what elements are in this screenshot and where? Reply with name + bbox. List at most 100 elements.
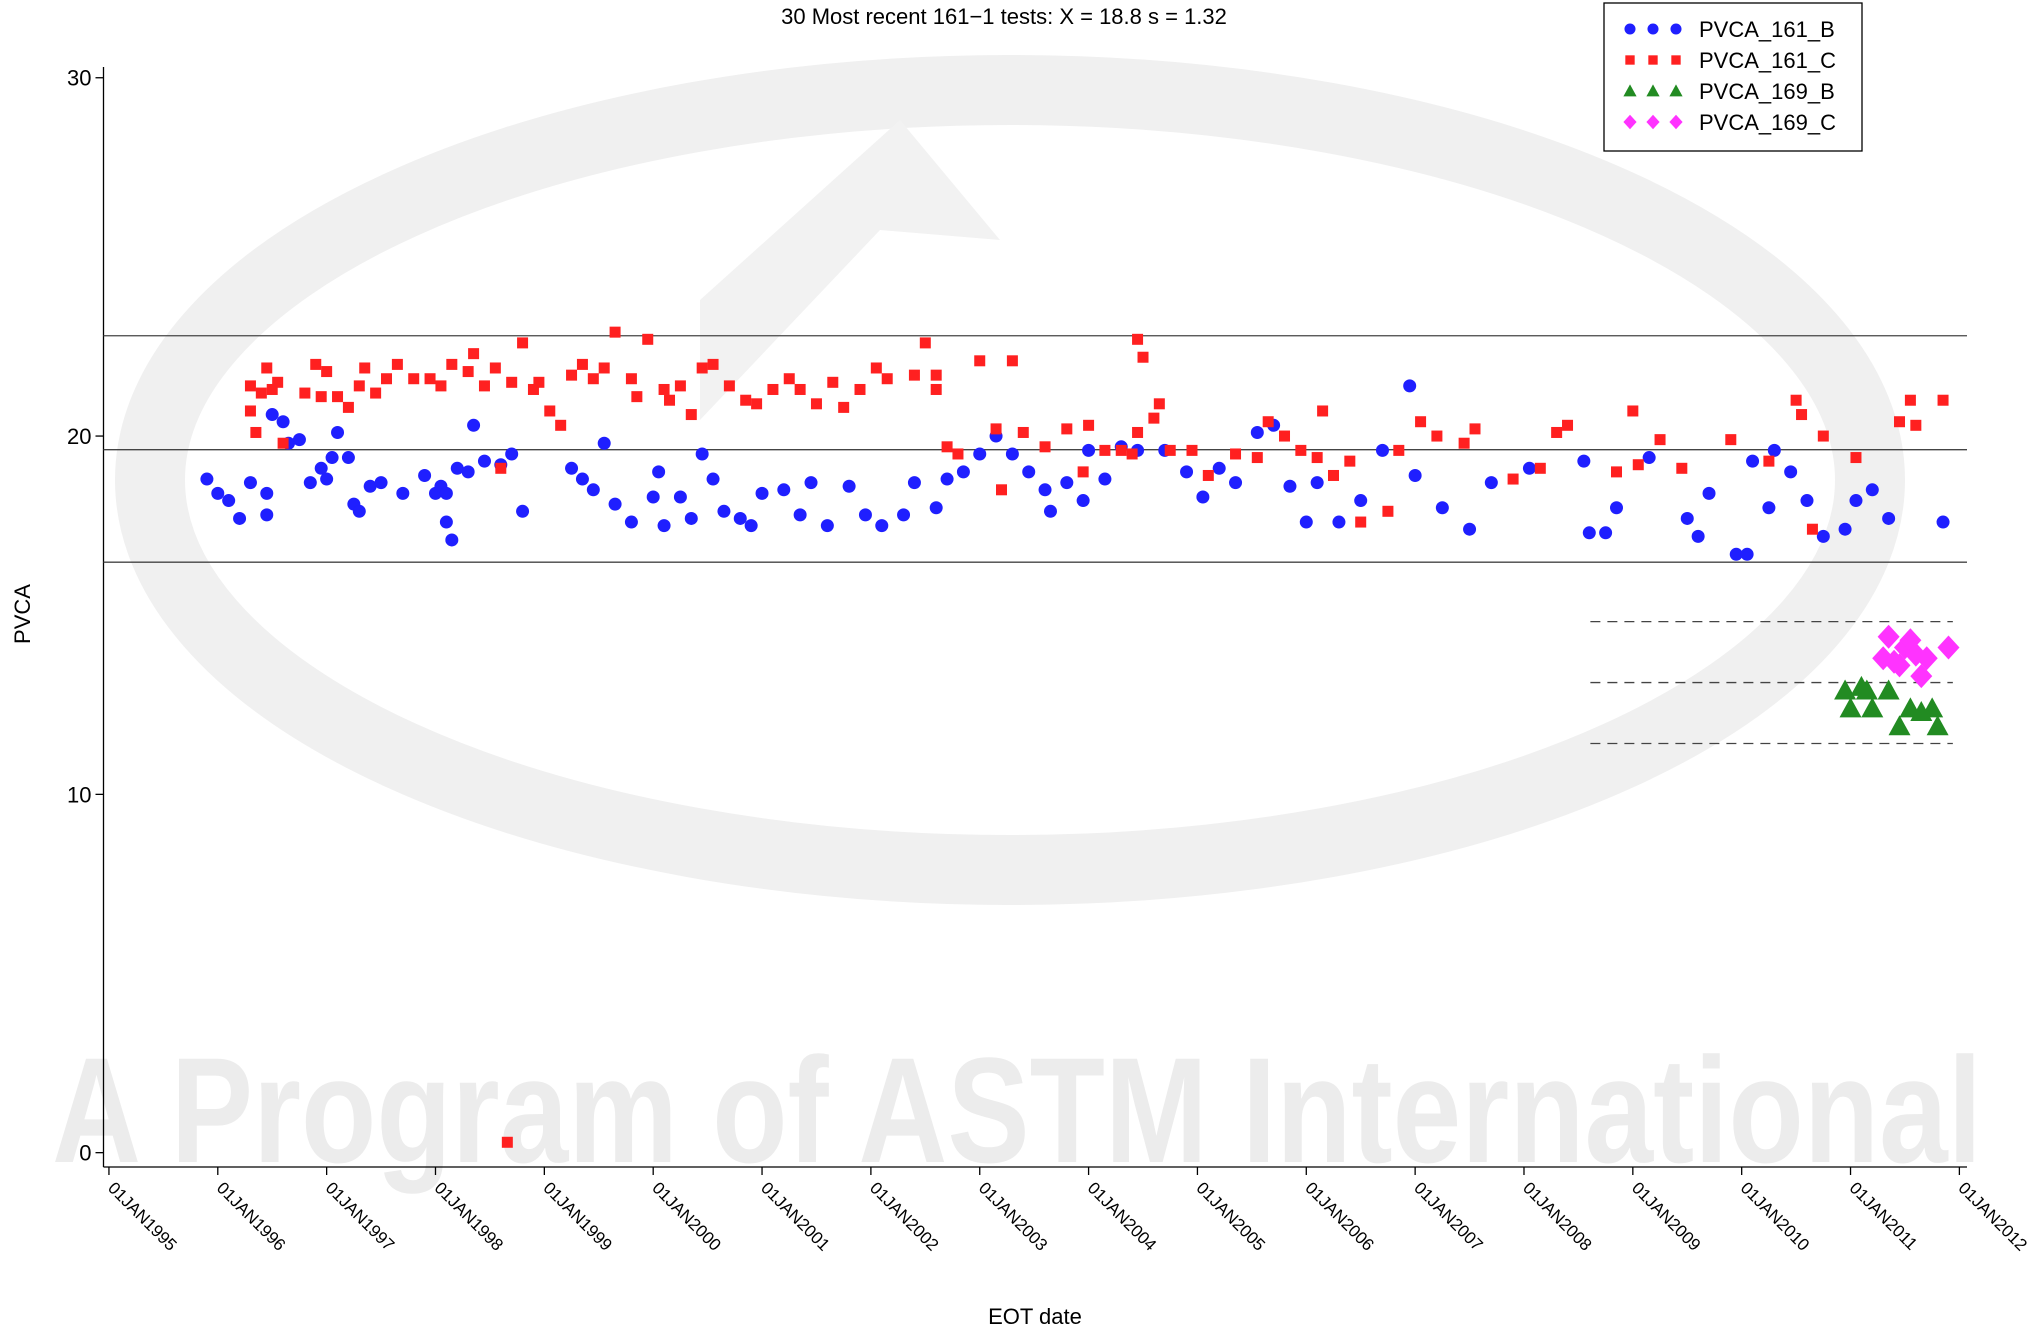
point xyxy=(1344,455,1356,467)
point xyxy=(631,391,643,403)
point xyxy=(381,373,393,385)
point xyxy=(391,358,403,370)
point xyxy=(1083,419,1095,431)
point xyxy=(1577,454,1591,468)
point xyxy=(1796,409,1808,421)
point xyxy=(707,358,719,370)
legend-label: PVCA_169_C xyxy=(1699,110,1836,135)
point xyxy=(1484,476,1498,490)
point xyxy=(956,465,970,479)
point xyxy=(1164,444,1176,456)
point xyxy=(1317,405,1329,417)
point xyxy=(1202,469,1214,481)
point xyxy=(1310,476,1324,490)
point xyxy=(544,405,556,417)
watermark-logo xyxy=(115,55,1905,905)
point xyxy=(930,383,942,395)
legend-marker xyxy=(1623,84,1637,97)
point xyxy=(310,358,322,370)
point xyxy=(575,472,589,486)
point xyxy=(342,401,354,413)
point xyxy=(1746,454,1760,468)
point xyxy=(477,454,491,468)
point xyxy=(755,486,769,500)
point xyxy=(941,441,953,453)
point xyxy=(908,369,920,381)
point xyxy=(222,494,236,508)
point xyxy=(1522,461,1536,475)
point xyxy=(439,486,453,500)
y-axis-label: PVCA xyxy=(10,584,35,644)
point xyxy=(1250,425,1264,439)
point xyxy=(657,519,671,533)
point xyxy=(1936,515,1950,529)
point xyxy=(609,326,621,338)
point xyxy=(506,376,518,388)
point xyxy=(974,355,986,367)
point xyxy=(1022,465,1036,479)
point xyxy=(445,533,459,547)
point xyxy=(1926,715,1949,736)
point xyxy=(1295,444,1307,456)
point xyxy=(1937,635,1960,660)
point xyxy=(303,476,317,490)
point xyxy=(664,394,676,406)
point xyxy=(468,348,480,360)
point xyxy=(265,408,279,422)
point xyxy=(1611,466,1623,478)
point xyxy=(418,468,432,482)
point xyxy=(266,383,278,395)
point xyxy=(467,418,481,432)
point xyxy=(1817,430,1829,442)
point xyxy=(652,465,666,479)
point xyxy=(1212,461,1226,475)
point xyxy=(495,462,507,474)
point xyxy=(1403,379,1417,393)
x-axis-label: EOT date xyxy=(988,1304,1082,1329)
point xyxy=(1006,355,1018,367)
point xyxy=(1882,511,1896,525)
point xyxy=(1431,430,1443,442)
point xyxy=(907,476,921,490)
point xyxy=(1132,426,1144,438)
point xyxy=(1415,416,1427,428)
point xyxy=(820,519,834,533)
point xyxy=(1790,394,1802,406)
point xyxy=(838,401,850,413)
point xyxy=(478,380,490,392)
point xyxy=(1005,447,1019,461)
point xyxy=(1393,444,1405,456)
point xyxy=(930,369,942,381)
point xyxy=(320,472,334,486)
legend-marker xyxy=(1624,23,1636,35)
point xyxy=(1469,423,1481,435)
point xyxy=(462,366,474,378)
point xyxy=(1332,515,1346,529)
point xyxy=(783,373,795,385)
point xyxy=(973,447,987,461)
point xyxy=(919,337,931,349)
point xyxy=(1229,476,1243,490)
point xyxy=(1838,522,1852,536)
point xyxy=(1126,448,1138,460)
point xyxy=(244,380,256,392)
point xyxy=(1834,679,1857,700)
point xyxy=(1039,441,1051,453)
point xyxy=(533,376,545,388)
point xyxy=(408,373,420,385)
point xyxy=(396,486,410,500)
legend-marker xyxy=(1670,23,1682,35)
point xyxy=(854,383,866,395)
point xyxy=(1435,501,1449,515)
point xyxy=(1043,504,1057,518)
point xyxy=(1507,473,1519,485)
x-tick-label: 01JAN2012 xyxy=(1955,1178,2028,1254)
legend-marker xyxy=(1671,55,1681,65)
point xyxy=(940,472,954,486)
point xyxy=(1311,452,1323,464)
point xyxy=(244,405,256,417)
point xyxy=(1153,398,1165,410)
point xyxy=(1082,443,1096,457)
point xyxy=(929,501,943,515)
point xyxy=(1910,419,1922,431)
